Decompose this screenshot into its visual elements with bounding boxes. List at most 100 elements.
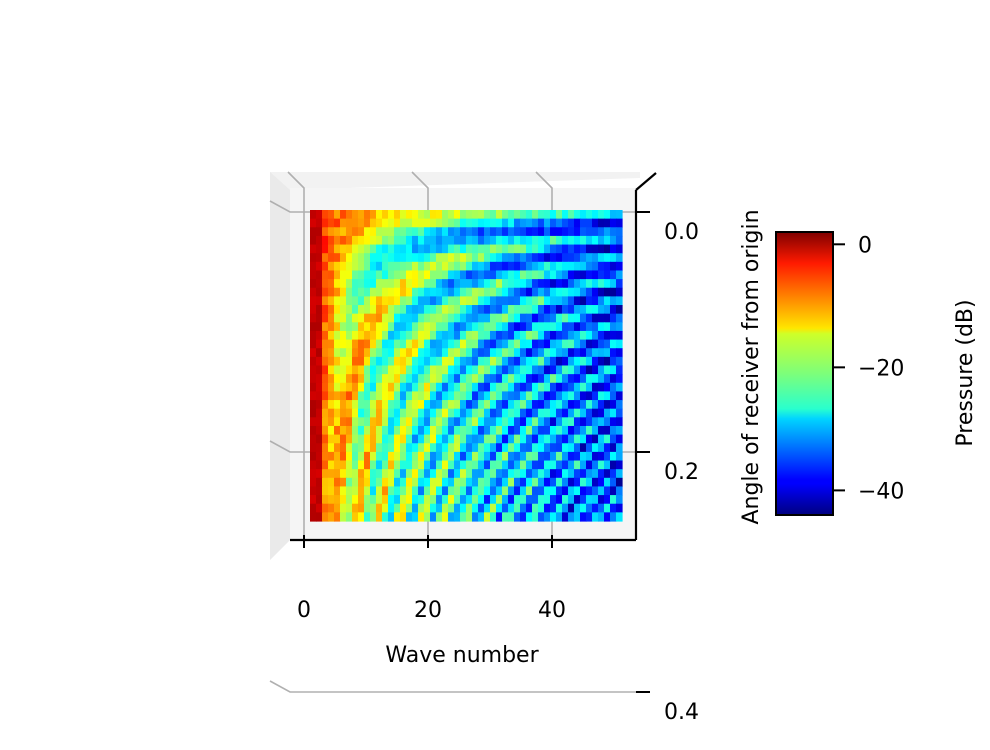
heatmap-cell — [616, 400, 623, 410]
heatmap-cell — [376, 210, 383, 220]
heatmap-cell — [526, 443, 533, 453]
heatmap-cell — [556, 425, 563, 436]
heatmap-cell — [334, 330, 341, 341]
heatmap-cell — [532, 374, 539, 384]
heatmap-cell — [442, 313, 449, 323]
heatmap-cell — [550, 348, 557, 358]
heatmap-cell — [412, 469, 419, 479]
heatmap-cell — [478, 227, 485, 237]
heatmap-cell — [346, 279, 353, 289]
heatmap-cell — [586, 477, 593, 488]
heatmap-cell — [538, 287, 545, 297]
heatmap-cell — [460, 374, 467, 384]
heatmap-cell — [316, 460, 323, 470]
heatmap-cell — [490, 391, 497, 401]
heatmap-cell — [334, 425, 341, 436]
heatmap-cell — [592, 417, 599, 427]
heatmap-cell — [550, 218, 557, 228]
heatmap-cell — [346, 495, 353, 505]
heatmap-cell — [508, 339, 515, 349]
heatmap-cell — [616, 374, 623, 384]
heatmap-cell — [532, 313, 539, 323]
heatmap-cell — [610, 210, 617, 220]
heatmap-cell — [604, 270, 611, 280]
heatmap-cell — [496, 434, 503, 444]
heatmap-cell — [430, 451, 437, 462]
heatmap-cell — [424, 477, 431, 488]
heatmap-cell — [370, 425, 377, 436]
heatmap-cell — [574, 391, 581, 401]
heatmap-cell — [556, 391, 563, 401]
heatmap-cell — [538, 235, 545, 246]
heatmap-cell — [340, 443, 347, 453]
heatmap-cell — [310, 477, 317, 488]
heatmap-cell — [436, 408, 443, 418]
heatmap-cell — [616, 305, 623, 315]
heatmap-cell — [466, 253, 473, 263]
heatmap-cell — [562, 434, 569, 444]
heatmap-cell — [382, 374, 389, 384]
heatmap-cell — [352, 287, 359, 297]
heatmap-cell — [598, 408, 605, 418]
heatmap-cell — [514, 270, 521, 280]
heatmap-cell — [388, 374, 395, 384]
heatmap-cell — [412, 218, 419, 228]
heatmap-cell — [574, 408, 581, 418]
heatmap-cell — [382, 391, 389, 401]
heatmap-cell — [568, 460, 575, 470]
heatmap-cell — [562, 210, 569, 220]
heatmap-cell — [502, 417, 509, 427]
heatmap-cell — [520, 434, 527, 444]
heatmap-cell — [556, 313, 563, 323]
heatmap-cell — [502, 210, 509, 220]
heatmap-cell — [556, 434, 563, 444]
y-axis-corner — [635, 172, 657, 191]
heatmap-cell — [610, 477, 617, 488]
heatmap-cell — [616, 460, 623, 470]
heatmap-cell — [562, 486, 569, 496]
colorbar-gradient — [775, 231, 834, 516]
heatmap-cell — [388, 486, 395, 496]
heatmap-cell — [556, 227, 563, 237]
heatmap-cell — [322, 425, 329, 436]
heatmap-cell — [328, 348, 335, 358]
heatmap-cell — [436, 400, 443, 410]
heatmap-cell — [424, 425, 431, 436]
heatmap-cell — [574, 374, 581, 384]
heatmap-cell — [478, 469, 485, 479]
heatmap-cell — [400, 374, 407, 384]
heatmap-cell — [328, 408, 335, 418]
heatmap-cell — [412, 235, 419, 246]
heatmap-cell — [502, 235, 509, 246]
heatmap-cell — [574, 382, 581, 393]
heatmap-cell — [424, 296, 431, 306]
heatmap-cell — [610, 408, 617, 418]
heatmap-cell — [556, 270, 563, 280]
heatmap-cell — [418, 417, 425, 427]
heatmap-cell — [478, 512, 485, 522]
heatmap-cell — [466, 218, 473, 228]
heatmap-cell — [370, 322, 377, 332]
heatmap-cell — [472, 495, 479, 505]
heatmap-cell — [424, 218, 431, 228]
heatmap-cell — [568, 486, 575, 496]
heatmap-cell — [328, 469, 335, 479]
heatmap-cell — [394, 348, 401, 358]
heatmap-cell — [604, 261, 611, 272]
heatmap-cell — [538, 512, 545, 522]
heatmap-cell — [460, 210, 467, 220]
heatmap-cell — [406, 356, 413, 367]
heatmap-cell — [448, 253, 455, 263]
heatmap-cell — [370, 512, 377, 522]
heatmap-cell — [358, 218, 365, 228]
heatmap-cell — [454, 486, 461, 496]
heatmap-cell — [496, 443, 503, 453]
heatmap-cell — [340, 477, 347, 488]
heatmap-cell — [418, 279, 425, 289]
heatmap-cell — [382, 495, 389, 505]
heatmap-cell — [352, 495, 359, 505]
heatmap-cell — [502, 261, 509, 272]
heatmap-cell — [526, 305, 533, 315]
heatmap-cell — [412, 382, 419, 393]
heatmap-cell — [490, 382, 497, 393]
